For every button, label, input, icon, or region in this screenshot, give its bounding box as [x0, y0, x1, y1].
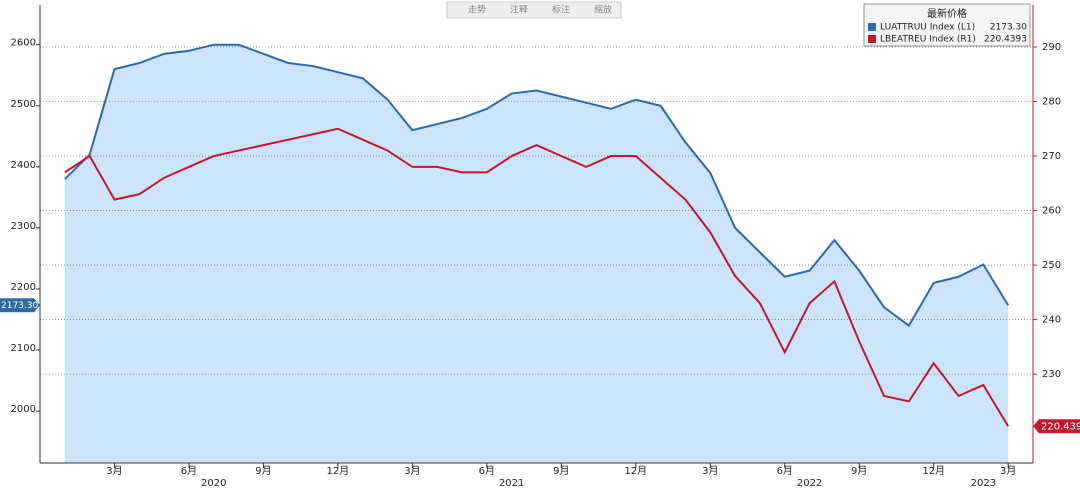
y2-tick-label: 270 — [1042, 151, 1061, 162]
value-tag — [0, 298, 40, 313]
legend-swatch — [868, 35, 876, 43]
y-tick-label: 2000 — [11, 404, 36, 415]
legend-swatch — [868, 23, 876, 31]
legend-label: LUATTRUU Index (L1) — [880, 23, 975, 33]
line — [64, 127, 1010, 427]
x-tick-label: 3月 — [702, 465, 718, 477]
x-tick-label: 3月 — [404, 465, 420, 477]
year-label: 2021 — [499, 478, 524, 489]
value-tag-label: 2173.30 — [1, 301, 38, 311]
y2-tick-label: 290 — [1042, 42, 1061, 53]
x-tick-label: 9月 — [255, 465, 271, 477]
x-tick-label: 3月 — [106, 465, 122, 477]
x-tick-label: 3月 — [1000, 465, 1016, 477]
legend-label: LBEATREU Index (R1) — [880, 35, 976, 45]
x-tick-label: 12月 — [624, 465, 647, 477]
x-tick-label: 6月 — [181, 465, 197, 477]
y-tick-label: 2300 — [11, 221, 36, 232]
x-tick-label: 12月 — [327, 465, 350, 477]
y-tick-label: 2500 — [11, 99, 36, 110]
year-label: 2020 — [201, 478, 226, 489]
tool-button[interactable]: 标注 — [552, 4, 570, 16]
x-tick-label: 12月 — [922, 465, 945, 477]
y2-tick-label: 280 — [1042, 97, 1061, 108]
y2-tick-label: 250 — [1042, 260, 1061, 271]
x-tick-label: 9月 — [553, 465, 569, 477]
value-tag — [1033, 419, 1080, 434]
year-label: 2023 — [971, 478, 996, 489]
x-tick-label: 6月 — [479, 465, 495, 477]
y2-tick-label: 240 — [1042, 315, 1061, 326]
area — [64, 44, 1009, 464]
year-label: 2022 — [797, 478, 822, 489]
tool-button[interactable]: 注释 — [510, 4, 528, 16]
x-tick-label: 6月 — [777, 465, 793, 477]
legend-title: 最新价格 — [927, 7, 967, 20]
legend-box — [863, 3, 1031, 47]
y-tick-label: 2600 — [11, 38, 36, 49]
y-tick-label: 2400 — [11, 160, 36, 171]
legend-value: 2173.30 — [990, 23, 1027, 33]
x-tick-label: 9月 — [851, 465, 867, 477]
y-tick-label: 2100 — [11, 343, 36, 354]
y2-tick-label: 260 — [1042, 206, 1061, 217]
y-tick-label: 2200 — [11, 282, 36, 293]
toolbar — [446, 1, 622, 19]
line — [64, 43, 1010, 328]
tool-button[interactable]: 缩放 — [594, 4, 612, 16]
value-tag-label: 220.4393 — [1041, 421, 1080, 432]
tool-button[interactable]: 走势 — [468, 4, 486, 16]
legend-value: 220.4393 — [984, 35, 1027, 45]
y2-tick-label: 230 — [1042, 369, 1061, 380]
